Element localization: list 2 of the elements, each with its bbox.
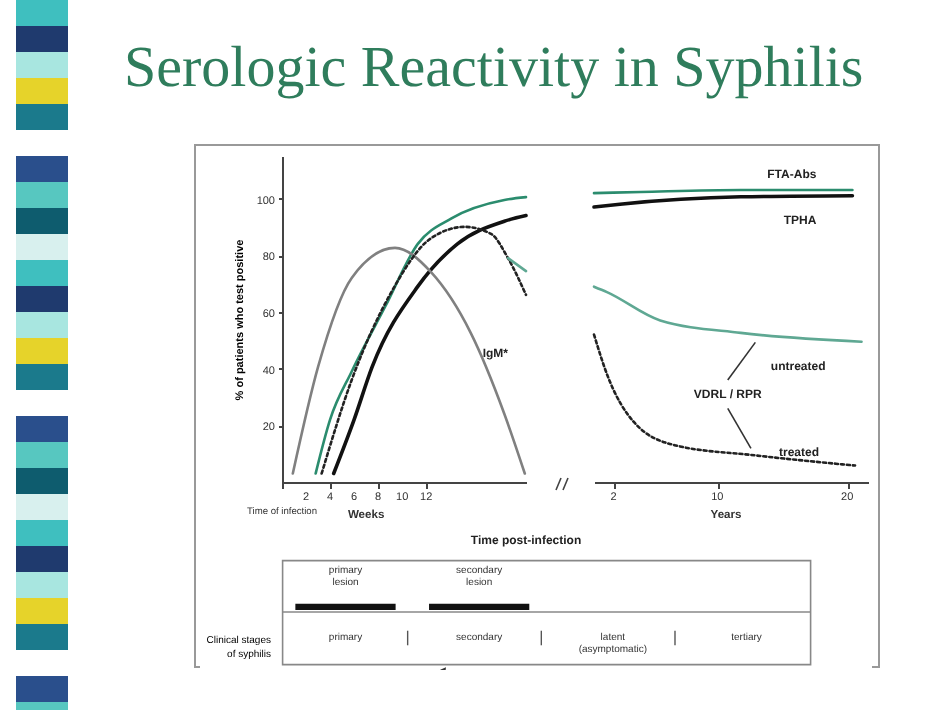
line-series [291, 246, 527, 475]
chart-title: Serologic Reactivity in Syphilis [124, 36, 864, 102]
